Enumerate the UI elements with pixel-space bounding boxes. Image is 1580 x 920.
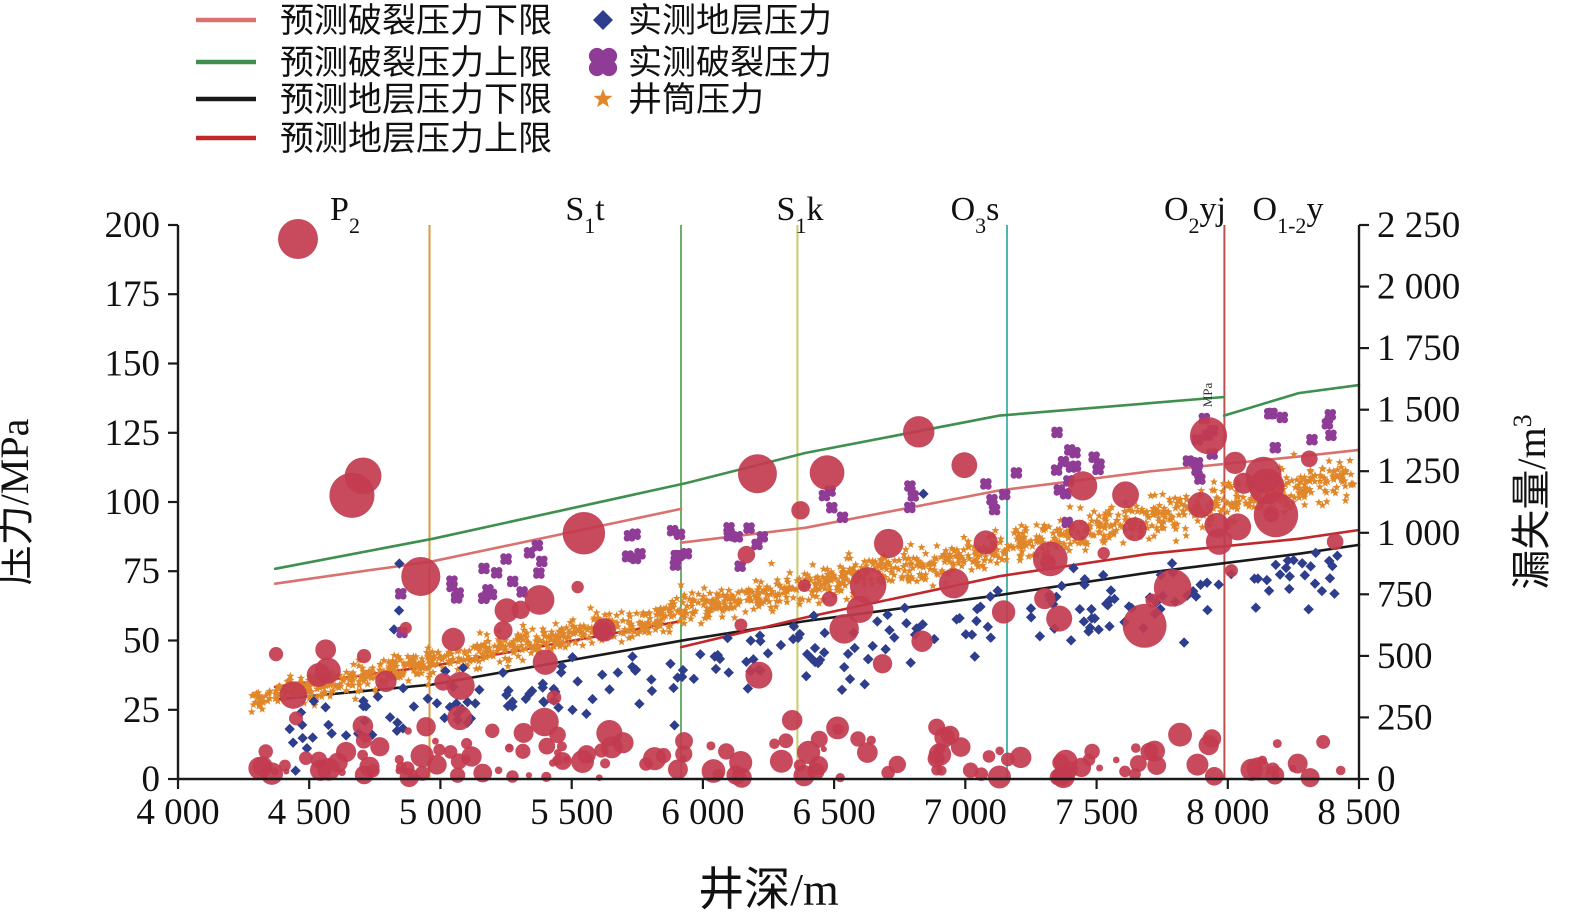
svg-text:175: 175	[105, 274, 161, 315]
svg-text:预测破裂压力下限: 预测破裂压力下限	[280, 2, 552, 40]
svg-text:1 000: 1 000	[1377, 513, 1460, 554]
svg-text:5 500: 5 500	[530, 792, 613, 833]
svg-text:4 000: 4 000	[136, 792, 219, 833]
svg-text:7 000: 7 000	[924, 792, 1007, 833]
svg-text:2 250: 2 250	[1377, 205, 1460, 246]
svg-text:150: 150	[105, 344, 161, 385]
svg-text:250: 250	[1377, 697, 1433, 738]
svg-text:1 500: 1 500	[1377, 390, 1460, 431]
svg-text:4 500: 4 500	[268, 792, 351, 833]
svg-text:漏失量/m3: 漏失量/m3	[1508, 414, 1555, 589]
svg-text:750: 750	[1377, 574, 1433, 615]
svg-text:50: 50	[123, 621, 160, 662]
svg-text:预测地层压力下限: 预测地层压力下限	[280, 81, 552, 119]
svg-text:75: 75	[123, 551, 160, 592]
svg-text:200: 200	[105, 205, 161, 246]
svg-text:1 750: 1 750	[1377, 328, 1460, 369]
svg-text:实测破裂压力: 实测破裂压力	[628, 44, 832, 82]
svg-text:预测地层压力上限: 预测地层压力上限	[280, 120, 552, 158]
svg-text:25: 25	[123, 690, 160, 731]
svg-text:6 000: 6 000	[661, 792, 744, 833]
svg-text:2 000: 2 000	[1377, 267, 1460, 308]
svg-text:井深/m: 井深/m	[698, 864, 839, 915]
svg-text:7 500: 7 500	[1055, 792, 1138, 833]
svg-text:压力/MPa: 压力/MPa	[0, 418, 37, 585]
svg-text:MPa: MPa	[1200, 382, 1215, 407]
svg-text:6 500: 6 500	[792, 792, 875, 833]
svg-text:5 000: 5 000	[399, 792, 482, 833]
svg-text:8 000: 8 000	[1186, 792, 1269, 833]
svg-text:预测破裂压力上限: 预测破裂压力上限	[280, 44, 552, 82]
svg-text:125: 125	[105, 413, 161, 454]
svg-text:8 500: 8 500	[1317, 792, 1400, 833]
svg-text:实测地层压力: 实测地层压力	[628, 2, 832, 40]
svg-text:100: 100	[105, 482, 161, 523]
svg-text:500: 500	[1377, 636, 1433, 677]
svg-text:井筒压力: 井筒压力	[628, 81, 764, 119]
svg-text:1 250: 1 250	[1377, 451, 1460, 492]
